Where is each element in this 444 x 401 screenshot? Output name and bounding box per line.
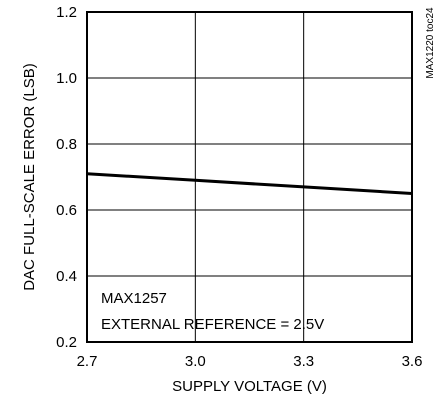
x-axis-label: SUPPLY VOLTAGE (V)	[172, 378, 327, 395]
x-tick-label: 3.6	[402, 353, 423, 370]
y-tick-label: 1.0	[56, 70, 77, 87]
y-tick-label: 0.4	[56, 268, 77, 285]
series-layer	[86, 172, 413, 195]
x-tick-label: 3.3	[293, 353, 314, 370]
plot-frame	[86, 11, 413, 343]
x-tick-label: 2.7	[77, 353, 98, 370]
annotation-reference: EXTERNAL REFERENCE = 2.5V	[101, 316, 324, 333]
y-tick-label: 0.6	[56, 202, 77, 219]
y-axis-label: DAC FULL-SCALE ERROR (LSB)	[21, 63, 38, 291]
y-tick-label: 0.8	[56, 136, 77, 153]
y-tick-label: 1.2	[56, 4, 77, 21]
figure-id-note: MAX1220 toc24	[425, 7, 436, 79]
x-tick-label: 3.0	[185, 353, 206, 370]
grid-lines	[87, 12, 412, 342]
x-tick-labels: 2.7 3.0 3.3 3.6	[77, 353, 423, 370]
series-line	[86, 172, 413, 195]
y-tick-label: 0.2	[56, 334, 77, 351]
annotation-part: MAX1257	[101, 290, 167, 307]
y-tick-labels: 0.2 0.4 0.6 0.8 1.0 1.2	[56, 4, 77, 351]
